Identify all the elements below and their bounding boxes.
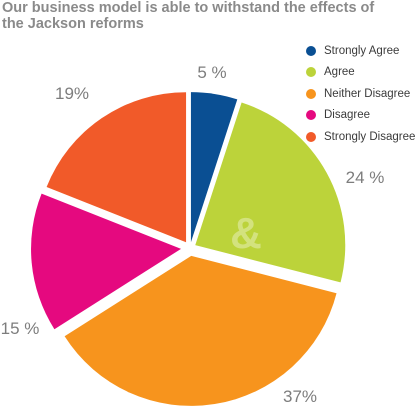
chart-title: Our business model is able to withstand … — [2, 0, 375, 32]
pie-slice-strongly-disagree — [46, 92, 187, 243]
chart-legend: Strongly Agree Agree Neither Disagree Disag… — [306, 40, 415, 148]
legend-label: Disagree — [324, 109, 371, 122]
pie-slices — [31, 92, 346, 406]
slice-label-neither-disagree: 37% — [283, 387, 317, 406]
legend-swatch — [306, 67, 316, 78]
pie-slice-disagree — [31, 193, 182, 330]
legend-swatch — [306, 110, 316, 121]
legend-item-strongly-disagree: Strongly Disagree — [306, 126, 415, 148]
ampersand-watermark: & — [230, 209, 262, 258]
legend-item-disagree: Disagree — [306, 105, 415, 127]
legend-label: Strongly Disagree — [324, 130, 415, 143]
slice-label-disagree: 15 % — [1, 319, 40, 338]
legend-label: Strongly Agree — [324, 44, 400, 57]
legend-item-strongly-agree: Strongly Agree — [306, 40, 415, 62]
legend-label: Neither Disagree — [324, 87, 411, 100]
legend-swatch — [306, 45, 316, 56]
pie-slice-agree — [195, 102, 346, 283]
slice-label-strongly-disagree: 19% — [55, 84, 89, 103]
legend-swatch — [306, 88, 316, 99]
slice-label-strongly-agree: 5 % — [197, 63, 226, 82]
pie-slice-strongly-agree — [190, 92, 238, 243]
slice-label-agree: 24 % — [346, 168, 385, 187]
legend-swatch — [306, 131, 316, 142]
slice-value-labels: 5 % 24 % 37% 15 % 19% — [1, 63, 385, 406]
legend-item-neither-disagree: Neither Disagree — [306, 83, 415, 105]
legend-item-agree: Agree — [306, 62, 415, 84]
pie-slice-neither-disagree — [64, 255, 337, 406]
legend-label: Agree — [324, 66, 355, 79]
